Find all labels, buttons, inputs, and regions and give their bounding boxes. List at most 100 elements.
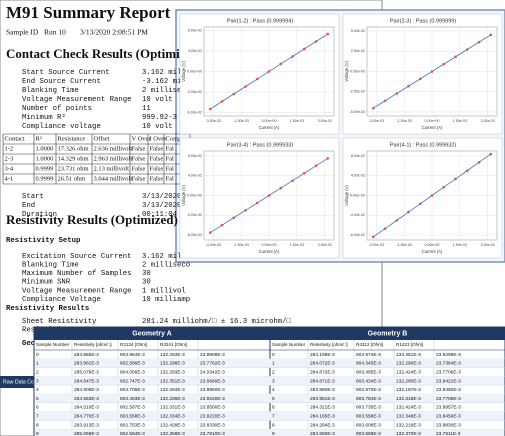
timestamp: 3/13/2020 2:08:51 PM (80, 28, 148, 37)
chart-title: Pair(3-4) : Pass (0.999933) (227, 142, 294, 148)
table-cell: 23.8660E-3 (200, 378, 225, 384)
table-cell: 285.059E-3 (74, 431, 99, 436)
y-tick-label: -2.50e-02 (350, 90, 365, 94)
table-cell: 284.872E-3 (310, 369, 335, 375)
table-cell: Fal (166, 175, 175, 182)
table-cell: 803.483E-3 (120, 396, 145, 402)
table-cell: False (132, 155, 146, 162)
data-point (267, 194, 271, 197)
row-stripe (34, 394, 505, 403)
param-label: Sheet Resistivity (22, 318, 97, 326)
table-cell: 1.0000 (36, 155, 54, 162)
column-header: R2134 [Ohm] (120, 342, 147, 347)
data-point (465, 169, 469, 172)
table-cell: 285.079E-3 (74, 369, 99, 375)
y-axis-label: Voltage (V) (344, 61, 349, 82)
y-axis-label: Voltage (V) (181, 61, 186, 82)
table-cell: 23.7762E-3 (200, 361, 225, 367)
data-point (454, 55, 457, 59)
data-point (395, 92, 399, 95)
param-label: Start Source Current (22, 69, 110, 77)
table-cell: 4 (36, 387, 39, 393)
x-tick-label: -1.50e-03 (396, 243, 411, 247)
y-tick-label: 4.00e-02 (188, 174, 202, 178)
table-cell: 23.7706E-3 (436, 369, 461, 375)
table-cell: 132.368E-3 (160, 431, 185, 436)
table-cell: 6 (272, 405, 275, 411)
table-cell: 7 (36, 413, 39, 419)
raw-data: Raw Data Con (0, 376, 40, 388)
table-cell: 0 (36, 352, 39, 358)
y-tick-label: 0.00e+00 (187, 193, 202, 197)
param-value: -3.162 milli (142, 78, 195, 86)
param-label: Number of points (22, 105, 92, 113)
table-cell: 804.056E-3 (120, 369, 145, 375)
table-cell: 3.044 millivolt (94, 175, 133, 182)
table-cell: 24.0342E-3 (200, 369, 225, 375)
data-point (291, 55, 294, 58)
data-point (232, 92, 236, 96)
x-tick-label: 0.00e+00 (424, 243, 439, 247)
column-header: R1423 [Ohm] (396, 342, 423, 347)
table-cell: 132.290E-3 (396, 361, 421, 367)
table-cell: 284.550E-3 (310, 431, 335, 436)
table-cell: 2.963 millivolt (94, 155, 133, 162)
group-title: Geometry A (132, 330, 171, 337)
chart-panel (342, 13, 503, 135)
plot-frame (366, 26, 498, 117)
param-label: Compliance Voltage (22, 296, 101, 304)
x-tick-label: 1.50e-03 (290, 243, 304, 247)
chart: Pair(3-4) : Pass (0.999933) Current (A) Vo… (179, 137, 340, 259)
plots: Pair(1-2) : Pass (0.999994) Current (A) Vo… (179, 13, 503, 259)
table-cell: False (150, 145, 164, 152)
table-cell: Fal (166, 155, 175, 162)
table-cell: 2.636 millivolt (94, 145, 133, 152)
table-cell: 132.294E-3 (160, 387, 185, 393)
table-cell: 23.8830E-3 (436, 422, 461, 428)
table-cell: 803.608E-3 (356, 422, 381, 428)
x-tick-label: -1.50e-03 (233, 119, 248, 123)
y-tick-label: 5.00e-02 (351, 29, 365, 33)
table-cell: 803.784E-3 (356, 396, 381, 402)
column-header: R3241 [Ohm] (160, 342, 187, 347)
sample-id-label: Sample ID (6, 28, 39, 37)
table-cell: 284.072E-3 (310, 361, 335, 367)
table-cell: 0 (272, 352, 275, 358)
x-tick-label: 0.00e+00 (261, 119, 276, 123)
chart-panel (342, 137, 503, 259)
chart-title: Pair(1-2) : Pass (0.999994) (227, 18, 294, 24)
data-point (244, 85, 247, 88)
table-cell: 284.294E-3 (310, 422, 335, 428)
table-header: R² (36, 135, 42, 142)
column-header: Resistivity [ohm/□] (310, 342, 348, 347)
row-stripe (34, 411, 505, 421)
table-cell: 2 (272, 369, 275, 375)
param-label: Compliance voltage (22, 123, 101, 131)
y-tick-label: -3.00e-02 (187, 90, 202, 94)
subsection-heading: Geom (22, 340, 40, 348)
param-value: 2 milliseco (142, 262, 190, 270)
table-cell: 23.8957E-3 (436, 405, 461, 411)
table-cell: 23.9220E-3 (200, 396, 225, 402)
table-cell: 284.647E-3 (74, 378, 99, 384)
subsection-heading: Resistivity Results (6, 305, 89, 313)
table-cell: 283.860E-3 (310, 387, 335, 393)
chart-panel (179, 137, 340, 259)
x-tick-label: -3.00e-03 (206, 119, 221, 123)
raw-data-button[interactable] (0, 376, 40, 388)
x-tick-label: 0.00e+00 (261, 243, 276, 247)
table-cell: 803.558E-3 (356, 413, 381, 419)
y-axis-label: Voltage (V) (344, 185, 349, 206)
table-cell: False (132, 145, 146, 152)
chart-panel (179, 13, 340, 135)
data-point (477, 161, 481, 164)
row-stripe (34, 429, 505, 436)
table-cell: 804.345E-3 (356, 361, 381, 367)
param-value: 999.92-3 (142, 114, 177, 122)
table-cell: 9 (272, 431, 275, 436)
y-tick-label: 8.00e-02 (351, 154, 365, 158)
y-tick-label: 0.00e+00 (187, 69, 202, 73)
data-point (291, 179, 294, 182)
table-cell: 803.974E-3 (356, 352, 381, 358)
x-tick-label: 1.50e-03 (453, 119, 467, 123)
